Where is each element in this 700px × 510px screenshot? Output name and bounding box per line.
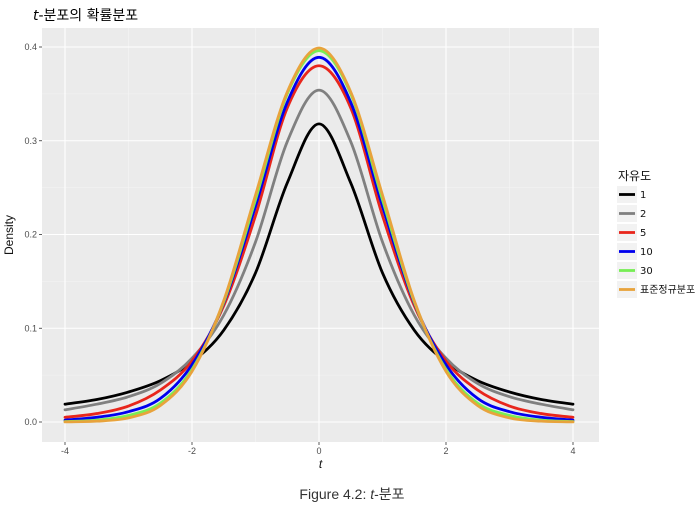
figure-caption: Figure 4.2: t-분포 [299, 486, 404, 502]
y-axis-ticks: 0.0 0.1 0.2 0.3 0.4 [24, 42, 42, 427]
series-line-2 [63, 88, 575, 412]
x-axis-ticks: -4 -2 0 2 4 [61, 442, 576, 456]
legend-label: 표준정규분포 [640, 284, 695, 296]
figure-caption-text: -분포 [374, 486, 405, 502]
y-tick-label: 0.2 [24, 230, 37, 240]
legend-label: 2 [640, 209, 646, 220]
series-line-3 [63, 64, 575, 419]
y-tick-label: 0.1 [24, 323, 37, 333]
y-tick-label: 0.0 [24, 417, 37, 427]
legend: 자유도 1 2 5 10 30 표준정규분포 [617, 169, 695, 298]
y-tick-label: 0.4 [24, 42, 37, 52]
legend-label: 10 [640, 247, 653, 258]
series-line-4 [63, 55, 575, 422]
series-line-6 [63, 46, 575, 424]
x-tick-label: 4 [570, 446, 575, 456]
series-line-5 [63, 49, 575, 423]
legend-label: 30 [640, 266, 653, 277]
legend-label: 5 [640, 228, 646, 239]
legend-label: 1 [640, 190, 646, 201]
y-tick-label: 0.3 [24, 136, 37, 146]
x-tick-label: 0 [316, 446, 321, 456]
x-tick-label: 2 [443, 446, 448, 456]
chart-title-text: -분포의 확률분포 [39, 8, 139, 24]
x-tick-label: -2 [188, 446, 196, 456]
chart-title-variable: t [33, 8, 39, 24]
grid-lines [42, 28, 599, 442]
y-axis-label: Density [2, 215, 16, 255]
x-axis-label: t [319, 457, 323, 471]
x-tick-label: -4 [61, 446, 69, 456]
figure-caption-variable: t [370, 486, 375, 502]
figure-caption-prefix: Figure 4.2: [299, 486, 370, 502]
series-line-1 [63, 122, 575, 406]
legend-title: 자유도 [618, 169, 651, 183]
chart-title: t-분포의 확률분포 [33, 8, 138, 24]
series-lines [63, 46, 575, 424]
